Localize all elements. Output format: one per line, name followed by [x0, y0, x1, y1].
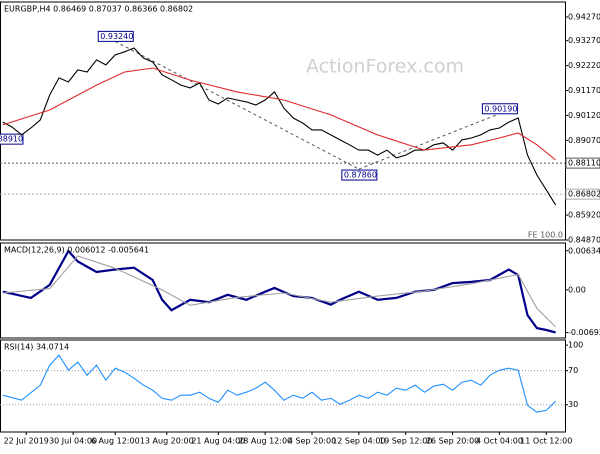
panel-title: MACD(12,26,9) 0.006012 -0.005641 [4, 246, 149, 255]
y-tick-label: 0.84870 [568, 236, 600, 245]
y-tick-label: 70 [568, 366, 578, 375]
series-line [2, 67, 556, 161]
panel-frame [0, 1, 566, 241]
annotation-box [97, 30, 134, 42]
annotation-label: 0.93240 [100, 32, 133, 41]
y-tick-label: 0.90120 [568, 111, 600, 120]
annotation-box [481, 103, 518, 115]
annotation-label: 0.87860 [344, 171, 377, 180]
x-tick-label: 13 Aug 20:00 [140, 437, 194, 446]
x-tick-label: 30 Jul 04:00 [49, 437, 97, 446]
annotation-label: 0.90190 [484, 104, 517, 113]
annotation-label: 0.88910 [0, 135, 23, 144]
y-tick-label: 100 [568, 341, 583, 350]
y-tick-label: 30 [568, 400, 578, 409]
y-tick-label: 0.89070 [568, 136, 600, 145]
y-tick-label: 0.91170 [568, 86, 600, 95]
x-tick-label: 21 Aug 04:00 [191, 437, 245, 446]
level-label: 0.86802 [568, 190, 600, 199]
x-tick-label: 11 Oct 12:00 [520, 437, 572, 446]
y-tick-label: 0.85920 [568, 211, 600, 220]
x-tick-label: 6 Aug 12:00 [91, 437, 140, 446]
y-tick-label: -0.006923 [568, 328, 600, 337]
series-line [2, 255, 556, 328]
x-tick-label: 28 Aug 12:00 [238, 437, 292, 446]
annotation-box [341, 169, 378, 181]
x-tick-label: 12 Sep 04:00 [332, 437, 385, 446]
y-tick-label: 0.92220 [568, 61, 600, 70]
x-tick-label: 26 Sep 20:00 [426, 437, 479, 446]
panel-frame [0, 242, 566, 339]
level-box [565, 157, 600, 169]
x-tick-label: 4 Oct 04:00 [476, 437, 523, 446]
watermark: ActionForex.com [306, 56, 464, 78]
panel-frame [0, 339, 566, 433]
x-tick-label: 22 Jul 2019 [4, 437, 49, 446]
level-label: 0.88110 [568, 159, 600, 168]
trend-line [115, 40, 360, 170]
series-line [2, 47, 557, 206]
panel-title: EURGBP,H4 0.86469 0.87037 0.86366 0.8680… [4, 5, 193, 14]
series-line [2, 249, 556, 334]
level-box [565, 188, 600, 200]
annotation-box [0, 133, 24, 145]
x-tick-label: 19 Sep 12:00 [379, 437, 432, 446]
fe-label: FE 100.0 [528, 231, 563, 240]
y-tick-label: 0.006341 [568, 246, 600, 255]
y-tick-label: 0.94270 [568, 12, 600, 21]
y-tick-label: 0.00 [568, 285, 586, 294]
trend-line [358, 113, 500, 170]
y-tick-label: 0.93270 [568, 36, 600, 45]
x-tick-label: 4 Sep 20:00 [288, 437, 336, 446]
series-line [2, 354, 556, 413]
panel-title: RSI(14) 34.0714 [4, 343, 69, 352]
